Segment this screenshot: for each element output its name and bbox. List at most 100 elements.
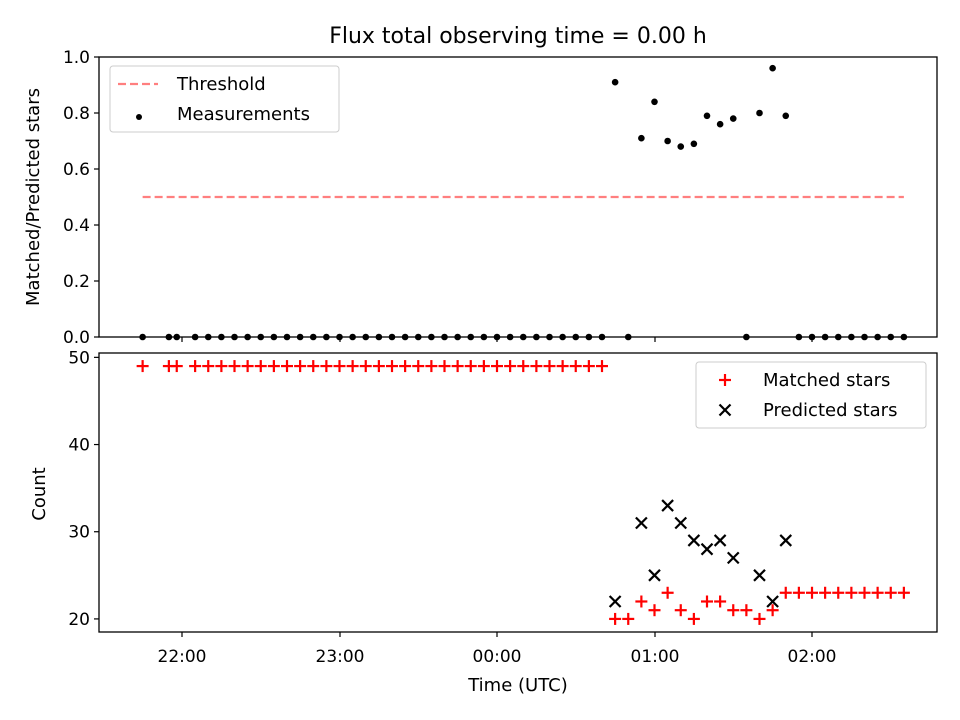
bottom-legend: Matched stars Predicted stars: [695, 361, 927, 429]
bottom-y-tick-label: 40: [68, 436, 90, 456]
predicted-star-point-b: [700, 542, 714, 556]
predicted-star-point-b: [779, 534, 793, 547]
matched-star-point: [372, 360, 385, 373]
legend-threshold-label: Threshold: [176, 74, 266, 95]
matched-star-point: [884, 586, 897, 599]
predicted-star-point-b: [726, 551, 740, 565]
x-tick-label: 22:00: [158, 647, 207, 667]
top-legend-box: [109, 65, 340, 133]
matched-star-point: [228, 360, 241, 373]
matched-star-point: [858, 586, 871, 599]
measurement-point: [690, 140, 698, 148]
top-plot-area: 0.0 0.2 0.4 0.6 0.8 1.0 Threshold Measurements: [63, 48, 938, 348]
matched-star-point: [464, 360, 477, 373]
matched-star-point: [438, 360, 451, 373]
matched-star-point: [425, 360, 438, 373]
matched-star-point: [320, 360, 333, 373]
matched-star-point: [766, 604, 779, 617]
matched-star-point: [714, 595, 727, 608]
matched-star-point: [596, 360, 608, 373]
bottom-y-axis-label: Count: [29, 467, 50, 520]
predicted-star-point: [713, 534, 727, 547]
predicted-star-point: [661, 499, 674, 512]
matched-star-point: [202, 360, 215, 373]
matched-star-point: [136, 360, 149, 373]
matched-star-point: [727, 604, 740, 617]
x-tick-label: 23:00: [316, 647, 365, 667]
predicted-star-point: [608, 595, 622, 608]
predicted-star-point: [753, 569, 766, 582]
predicted-star-point-b: [661, 499, 674, 512]
measurement-point: [664, 137, 671, 145]
matched-star-point: [281, 360, 293, 373]
matched-star-point: [556, 360, 569, 373]
matched-star-point: [451, 360, 464, 373]
top-y-tick-label: 0.4: [63, 216, 90, 236]
top-y-tick-label: 0.8: [63, 104, 90, 124]
matched-star-point: [386, 360, 398, 373]
top-y-tick-label: 0.2: [63, 272, 90, 292]
bottom-y-tick-label: 30: [68, 523, 90, 543]
predicted-star-point-b: [674, 516, 688, 530]
predicted-star-point: [687, 534, 701, 547]
matched-star-point: [530, 360, 543, 373]
measurement-point: [677, 143, 685, 150]
measurement-point: [703, 112, 711, 120]
matched-star-point: [346, 360, 359, 373]
predicted-star-point-b: [608, 595, 622, 608]
measurement-point: [611, 78, 619, 86]
measurement-point: [756, 109, 763, 117]
measurement-point: [729, 115, 737, 122]
predicted-star-point-b: [753, 569, 766, 582]
predicted-star-point-b: [713, 534, 727, 547]
predicted-star-point: [635, 516, 648, 530]
matched-star-point: [412, 360, 425, 373]
bottom-y-tick-label: 20: [68, 610, 90, 630]
bottom-y-tick-label: 50: [68, 348, 90, 368]
top-y-axis-label: Matched/Predicted stars: [23, 88, 44, 306]
predicted-star-point: [700, 542, 714, 556]
matched-star-point: [294, 360, 307, 373]
measurement-point: [638, 134, 645, 142]
x-tick-label: 02:00: [788, 647, 837, 667]
bottom-legend-box: [695, 361, 927, 429]
matched-star-point: [491, 360, 503, 373]
matched-star-point: [897, 586, 910, 599]
matched-star-point: [189, 360, 202, 373]
matched-star-point: [333, 360, 346, 373]
legend-matched-swatch: [719, 374, 731, 386]
top-y-tick-label: 0.0: [63, 328, 90, 348]
matched-star-point: [215, 360, 228, 373]
matched-star-point: [740, 604, 753, 617]
matched-star-point: [792, 586, 805, 599]
x-axis-label: Time (UTC): [467, 675, 568, 696]
predicted-star-point: [674, 516, 688, 530]
matched-star-point: [661, 586, 674, 599]
measurement-point: [782, 112, 790, 120]
matched-star-point: [871, 586, 884, 599]
matched-star-point: [701, 595, 713, 608]
matched-star-point: [806, 586, 818, 599]
matched-star-point: [832, 586, 845, 599]
predicted-star-point: [779, 534, 793, 547]
predicted-star-point-b: [635, 516, 648, 530]
matched-star-point: [845, 586, 858, 599]
matched-star-point: [648, 604, 661, 617]
matched-star-point: [399, 360, 412, 373]
matched-star-point: [267, 360, 280, 373]
legend-predicted-swatch-b: [718, 403, 732, 417]
matched-star-point: [753, 612, 766, 625]
matched-star-point: [504, 360, 517, 373]
matched-star-point: [779, 586, 792, 599]
legend-measurements-label: Measurements: [177, 104, 310, 125]
matched-star-point: [819, 586, 832, 599]
matched-star-point: [254, 360, 267, 373]
matched-star-point: [635, 595, 648, 608]
legend-matched-label: Matched stars: [763, 370, 890, 391]
matched-star-point: [543, 360, 556, 373]
top-axes-frame: [98, 56, 938, 338]
matched-star-point: [687, 612, 700, 625]
predicted-star-point: [766, 595, 779, 608]
predicted-star-point: [648, 569, 661, 582]
